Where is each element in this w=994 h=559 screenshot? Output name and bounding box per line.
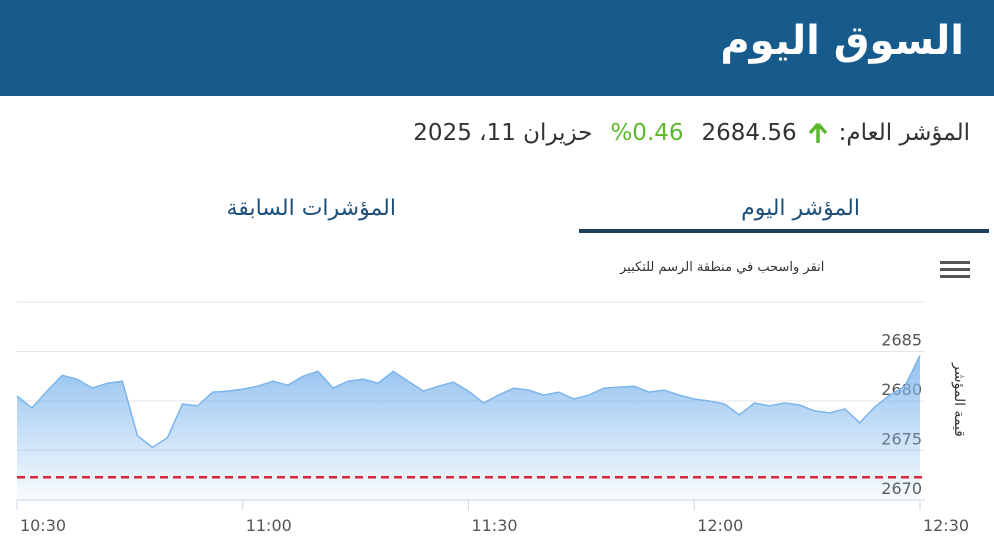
index-value: 2684.56 <box>701 120 797 146</box>
tab-today[interactable]: المؤشر اليوم <box>741 196 860 221</box>
tab-underline <box>579 229 989 233</box>
area-fill <box>17 355 920 500</box>
x-tick-label: 11:00 <box>246 516 292 535</box>
x-tick-label: 12:00 <box>697 516 743 535</box>
index-date: حزيران 11، 2025 <box>413 120 593 146</box>
tab-previous[interactable]: المؤشرات السابقة <box>226 196 396 221</box>
index-info: المؤشر العام: 2684.56 %0.46 حزيران 11، 2… <box>413 120 970 146</box>
index-change: %0.46 <box>610 120 684 146</box>
area-line <box>16 355 921 449</box>
page-title: السوق اليوم <box>720 18 964 64</box>
x-tick-label: 10:30 <box>20 516 66 535</box>
y-tick-label: 2685 <box>881 331 922 350</box>
chart: انقر واسحب في منطقة الرسم للتكبير قيمة ا… <box>16 260 970 535</box>
chart-hint: انقر واسحب في منطقة الرسم للتكبير <box>619 260 824 275</box>
menu-icon[interactable] <box>940 261 970 278</box>
index-label: المؤشر العام: <box>838 120 970 146</box>
header: السوق اليوم <box>0 0 994 96</box>
x-tick-label: 12:30 <box>923 516 969 535</box>
up-arrow <box>808 122 827 143</box>
x-tick-label: 11:30 <box>471 516 517 535</box>
y-axis-title: قيمة المؤشر <box>951 362 967 437</box>
